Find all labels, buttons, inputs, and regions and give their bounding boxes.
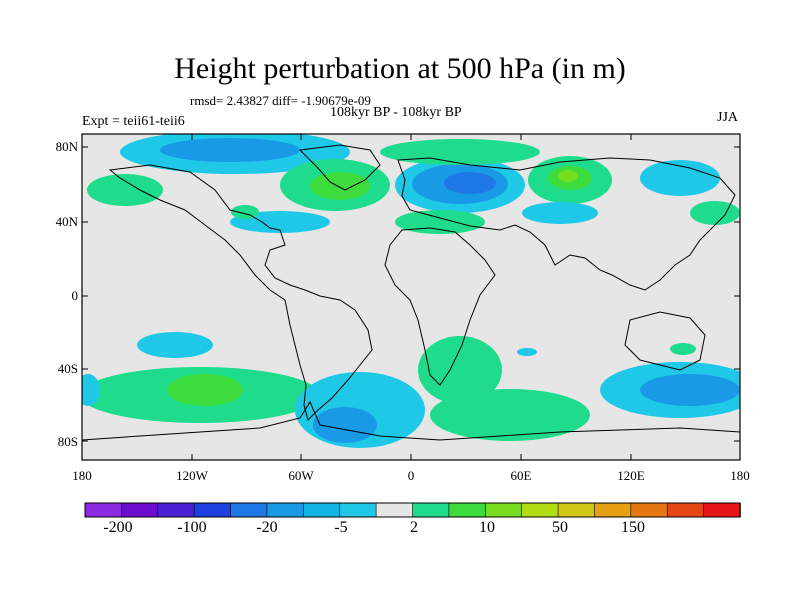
colorbar-swatch	[594, 502, 632, 518]
colorbar-swatch	[121, 502, 159, 518]
anomaly-southpacific-negative	[137, 332, 213, 358]
anomaly-southern-negative-atlantic-core	[313, 407, 377, 443]
anomaly-southafrica-positive	[418, 336, 502, 404]
coast-eurasia	[397, 157, 736, 291]
rmsd-label: rmsd= 2.43827 diff= -1.90679e-09	[190, 93, 371, 108]
colorbar-swatch	[193, 502, 232, 518]
colorbar-swatch	[703, 502, 741, 518]
colorbar-label: -20	[256, 519, 278, 536]
anomaly-canada-positive	[231, 205, 259, 219]
colorbar-swatch	[412, 502, 450, 518]
anomaly-mediterranean-positive	[395, 210, 485, 234]
anomaly-indian-negative	[517, 348, 537, 356]
x-tick-label: 60E	[510, 468, 532, 483]
colorbar-swatch	[303, 502, 341, 518]
colorbar-swatch	[521, 502, 559, 518]
anomaly-siberia-positive-peak	[558, 170, 578, 182]
colorbar	[84, 502, 741, 518]
anomaly-npacific-positive	[87, 174, 163, 206]
colorbar-frame	[84, 502, 741, 518]
y-tick-label: 40N	[55, 214, 78, 229]
coast-greenland	[298, 144, 381, 191]
anomaly-far-west-negative	[82, 374, 100, 406]
coast-north-america	[108, 164, 373, 421]
y-tick-label: 40S	[57, 361, 78, 376]
x-tick-label: 180	[730, 468, 750, 483]
colorbar-swatch	[266, 502, 305, 518]
colorbar-swatch	[339, 502, 377, 518]
x-tick-label: 0	[407, 468, 415, 483]
anomaly-greenland-positive-core	[310, 172, 370, 200]
axis-ticks	[81, 134, 741, 460]
anomaly-eastasia-negative	[640, 160, 720, 196]
x-tick-label: 120E	[617, 468, 645, 483]
coastlines	[82, 144, 740, 441]
x-tick-label: 180	[72, 468, 92, 483]
season-label: JJA	[717, 110, 739, 125]
coast-antarctica	[82, 400, 740, 441]
colorbar-swatch	[375, 502, 414, 518]
anomaly-tasman-positive	[670, 343, 696, 355]
coast-australia	[624, 311, 706, 371]
anomaly-northatlantic-positive	[380, 139, 540, 165]
x-tick-label: 120W	[176, 468, 208, 483]
contour-fields	[82, 134, 740, 448]
anomaly-southern-positive-indian	[430, 389, 590, 441]
y-tick-label: 80N	[55, 139, 78, 154]
x-tick-label: 60W	[288, 468, 314, 483]
y-tick-label: 80S	[57, 434, 78, 449]
y-tick-label: 0	[71, 288, 79, 303]
map-frame	[81, 133, 741, 461]
coast-africa	[384, 227, 496, 386]
anomaly-japan-positive	[690, 201, 740, 225]
colorbar-label: 150	[621, 519, 645, 536]
colorbar-swatch	[630, 502, 669, 518]
anomaly-southern-positive-west-core	[167, 374, 243, 406]
colorbar-swatch	[448, 502, 487, 518]
subtitle: 108kyr BP - 108kyr BP	[330, 105, 462, 120]
colorbar-label: 2	[410, 519, 418, 536]
colorbar-swatch	[230, 502, 268, 518]
anomaly-asia-negative	[522, 202, 598, 224]
colorbar-label: -100	[177, 519, 207, 536]
colorbar-swatch	[557, 502, 596, 518]
experiment-label: Expt = teii61-teii6	[82, 114, 185, 129]
colorbar-label: -200	[103, 519, 133, 536]
colorbar-swatch	[157, 502, 195, 518]
colorbar-label: 50	[552, 519, 568, 536]
colorbar-swatch	[84, 502, 123, 518]
page-title: Height perturbation at 500 hPa (in m)	[174, 52, 626, 85]
anomaly-southern-negative-east-core	[640, 374, 740, 406]
anomaly-europe-negative-core	[444, 172, 496, 194]
colorbar-label: -5	[334, 519, 348, 536]
colorbar-swatch	[484, 502, 523, 518]
colorbar-swatch	[666, 502, 705, 518]
colorbar-label: 10	[479, 519, 495, 536]
anomaly-arctic-negative-core	[160, 138, 300, 162]
